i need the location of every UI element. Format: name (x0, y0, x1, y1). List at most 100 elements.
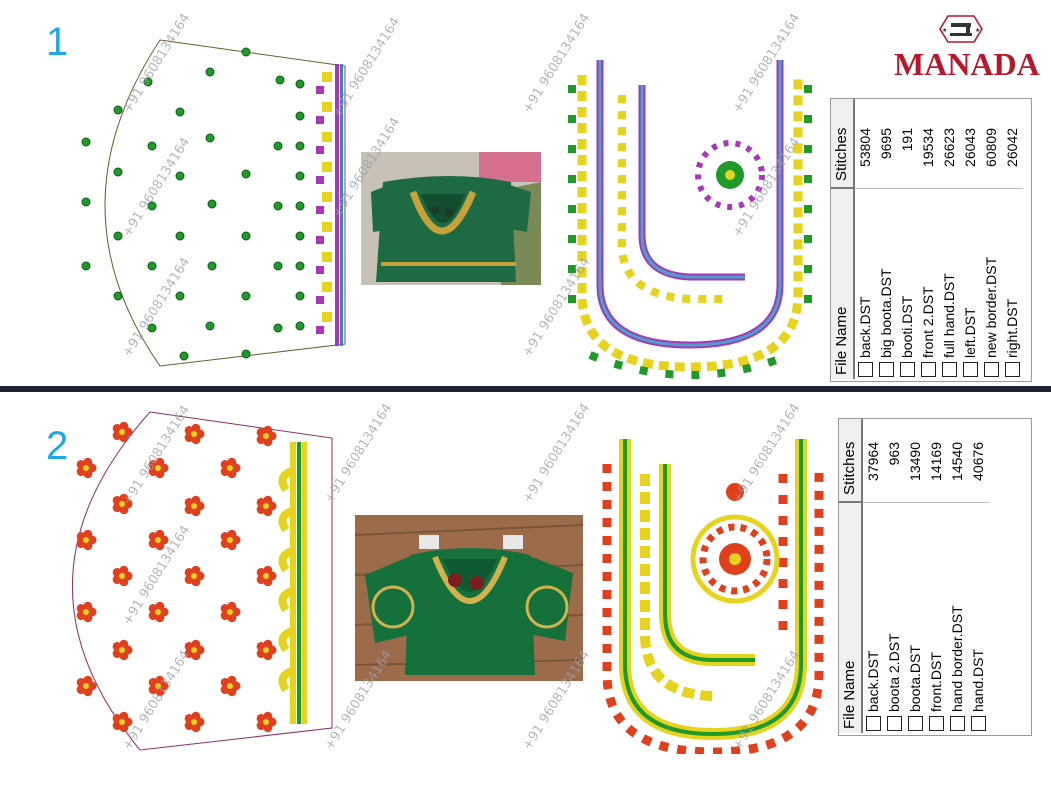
stitches-cell: 26042 (1004, 128, 1020, 167)
file-name-cell: back.DST (863, 502, 884, 712)
stitches-cell: 60809 (983, 128, 999, 167)
col-file-name[interactable]: File Name (839, 501, 861, 733)
svg-text:★: ★ (975, 27, 980, 34)
row-checkbox[interactable] (879, 362, 894, 377)
design-number: 1 (46, 20, 69, 64)
front-design-preview (602, 439, 824, 754)
table-row[interactable]: boota 2.DST 963 (884, 419, 905, 733)
stitches-cell: 53804 (857, 128, 873, 167)
row-checkbox[interactable] (950, 716, 965, 731)
flower-motif (184, 423, 205, 445)
flower-motif (220, 457, 241, 479)
row-checkbox[interactable] (929, 716, 944, 731)
flower-motif (112, 565, 133, 587)
flower-motif (256, 565, 277, 587)
row-checkbox[interactable] (887, 716, 902, 731)
table-row[interactable]: back.DST 37964 (863, 419, 884, 733)
col-stitches[interactable]: Stitches (841, 441, 858, 495)
flower-motif (76, 529, 97, 551)
table-row[interactable]: hand border.DST 14540 (947, 419, 968, 733)
file-name-cell: hand border.DST (947, 502, 968, 712)
table-row[interactable]: new border.DST 60809 (981, 99, 1002, 379)
flower-motif (220, 601, 241, 623)
stitches-cell: 191 (899, 128, 915, 152)
stitches-cell: 963 (886, 442, 902, 466)
flower-motif (256, 495, 277, 517)
table-row[interactable]: back.DST 53804 (855, 99, 876, 379)
table-row[interactable]: hand.DST 40676 (968, 419, 989, 733)
table-row[interactable]: boota.DST 13490 (905, 419, 926, 733)
row-checkbox[interactable] (971, 716, 986, 731)
flower-motif (148, 457, 169, 479)
flower-motif (148, 601, 169, 623)
flower-motif (76, 601, 97, 623)
row-checkbox[interactable] (866, 716, 881, 731)
table-row[interactable]: front.DST 14169 (926, 419, 947, 733)
row-checkbox[interactable] (858, 362, 873, 377)
flower-motif (112, 421, 133, 443)
blouse-photo (361, 152, 541, 285)
stitches-cell: 37964 (865, 442, 881, 481)
flower-motif (112, 639, 133, 661)
flower-motif (76, 457, 97, 479)
brand-logo: ★ ★ MANADA (890, 14, 1040, 84)
flower-motif (184, 711, 205, 733)
file-name-cell: front 2.DST (918, 188, 939, 358)
table-row[interactable]: front 2.DST 19534 (918, 99, 939, 379)
row-checkbox[interactable] (1005, 362, 1020, 377)
stitches-cell: 9695 (878, 128, 894, 160)
row-checkbox[interactable] (921, 362, 936, 377)
row-checkbox[interactable] (984, 362, 999, 377)
flower-motif (112, 711, 133, 733)
table-row[interactable]: right.DST 26042 (1002, 99, 1023, 379)
stitches-cell: 26043 (962, 128, 978, 167)
col-file-name[interactable]: File Name (831, 187, 853, 379)
flower-motif (184, 565, 205, 587)
row-checkbox[interactable] (942, 362, 957, 377)
design-panel-2: 2 (0, 394, 1051, 786)
table-row[interactable]: full hand.DST 26623 (939, 99, 960, 379)
flower-motif (184, 495, 205, 517)
front-design-preview (568, 60, 812, 379)
row-checkbox[interactable] (963, 362, 978, 377)
panel-divider (0, 386, 1051, 392)
row-checkbox[interactable] (900, 362, 915, 377)
file-name-cell: boota.DST (905, 502, 926, 712)
svg-text:★: ★ (942, 27, 947, 34)
file-name-cell: left.DST (960, 188, 981, 358)
flower-motif (256, 425, 277, 447)
stitches-cell: 14540 (949, 442, 965, 481)
table-row[interactable]: left.DST 26043 (960, 99, 981, 379)
file-name-cell: right.DST (1002, 188, 1023, 358)
file-name-cell: back.DST (855, 188, 876, 358)
file-name-cell: big boota.DST (876, 188, 897, 358)
flower-motif (76, 675, 97, 697)
table-row[interactable]: big boota.DST 9695 (876, 99, 897, 379)
stitches-cell: 40676 (970, 442, 986, 481)
file-name-cell: new border.DST (981, 188, 1002, 358)
stitches-cell: 13490 (907, 442, 923, 481)
flower-motif (256, 711, 277, 733)
file-name-cell: booti.DST (897, 188, 918, 358)
row-checkbox[interactable] (908, 716, 923, 731)
file-list-table: File Name Stitches back.DST 53804 big boot… (830, 98, 1032, 382)
file-name-cell: front.DST (926, 502, 947, 712)
flower-motif (256, 639, 277, 661)
file-name-cell: boota 2.DST (884, 502, 905, 712)
flower-motif (220, 675, 241, 697)
stitches-cell: 14169 (928, 442, 944, 481)
flower-motif (112, 493, 133, 515)
file-name-cell: hand.DST (968, 502, 989, 712)
table-row[interactable]: booti.DST 191 (897, 99, 918, 379)
flower-motif (220, 529, 241, 551)
brand-name: MANADA (894, 46, 1040, 82)
flower-motif (148, 675, 169, 697)
design-number: 2 (46, 424, 69, 468)
file-list-table: File Name Stitches back.DST 37964 boota 2.… (838, 418, 1032, 736)
flower-motif (184, 639, 205, 661)
back-design-preview (71, 411, 333, 751)
sewing-machine-icon: ★ ★ (939, 15, 983, 43)
col-stitches[interactable]: Stitches (833, 127, 850, 181)
stitches-cell: 19534 (920, 128, 936, 167)
file-name-cell: full hand.DST (939, 188, 960, 358)
